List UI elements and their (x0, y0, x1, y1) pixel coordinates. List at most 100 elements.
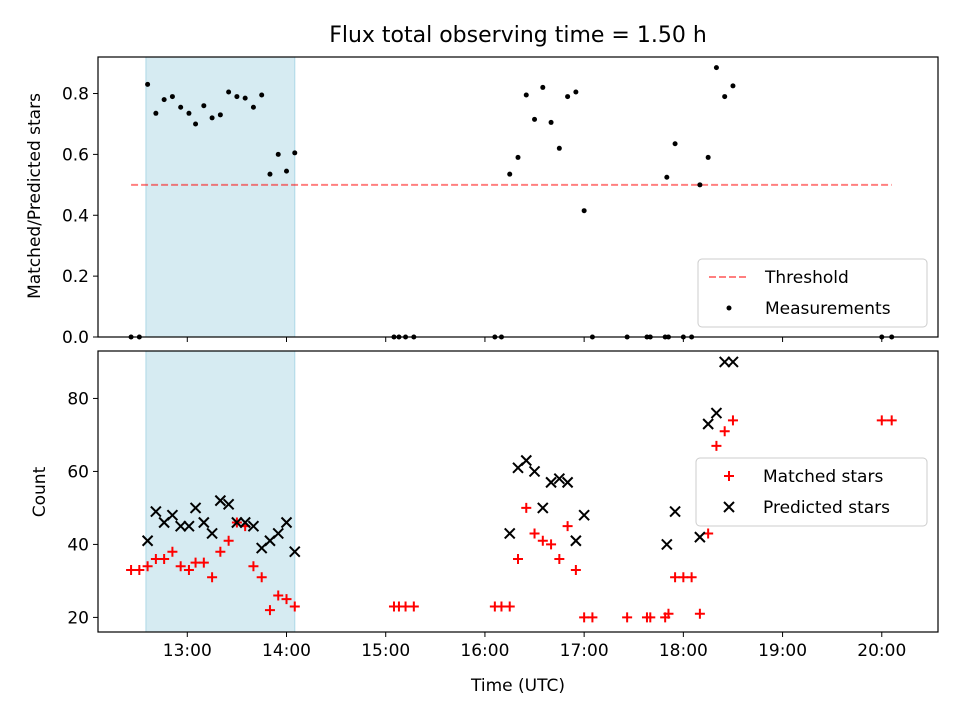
data-point (697, 182, 703, 188)
x-tick-label: 15:00 (361, 641, 410, 661)
legend-predicted-label: Predicted stars (763, 498, 890, 518)
data-point (134, 564, 145, 575)
y-tick-label: 40 (67, 535, 89, 555)
data-point (198, 557, 209, 568)
data-point (886, 415, 897, 426)
data-point (694, 531, 706, 543)
data-point (669, 505, 681, 518)
y-tick-label: 0.0 (62, 328, 89, 348)
y-tick-label: 0.4 (62, 206, 89, 226)
data-point (223, 535, 234, 546)
data-point (705, 154, 711, 160)
data-point (523, 92, 529, 98)
y-tick-label: 0.2 (62, 267, 89, 287)
data-point (250, 104, 256, 110)
data-point (562, 521, 573, 532)
data-point (247, 520, 260, 532)
data-point (275, 151, 281, 157)
data-point (226, 89, 232, 95)
data-point (573, 89, 579, 95)
data-point (281, 594, 292, 605)
data-point (504, 527, 516, 540)
data-point (189, 502, 202, 514)
data-point (242, 95, 248, 101)
data-point (183, 564, 194, 575)
axes-frame (97, 56, 939, 338)
bottom-y-axis-label: Count (30, 466, 50, 517)
data-point (186, 110, 192, 116)
data-point (645, 612, 656, 623)
data-point (239, 516, 251, 529)
data-point (193, 121, 199, 127)
legend-matched-label: Matched stars (763, 467, 883, 487)
x-axis-label: Time (UTC) (470, 676, 565, 696)
x-tick-label: 18:00 (659, 641, 708, 661)
data-point (206, 527, 218, 540)
data-point (214, 494, 227, 507)
legend-measurements-swatch (726, 305, 732, 311)
x-tick-label: 17:00 (560, 641, 609, 661)
data-point (581, 208, 587, 214)
data-point (537, 535, 548, 546)
bottom-legend: Matched stars Predicted stars (695, 457, 928, 527)
top-y-axis-label: Matched/Predicted stars (25, 93, 45, 299)
data-point (556, 145, 562, 151)
data-point (540, 84, 546, 90)
data-point (273, 590, 284, 601)
chart-title: Flux total observing time = 1.50 h (329, 23, 707, 48)
data-point (727, 415, 738, 426)
x-tick-label: 16:00 (460, 641, 509, 661)
series-matched-stars (126, 415, 897, 623)
data-point (169, 94, 175, 100)
data-point (234, 94, 240, 100)
data-point (248, 561, 259, 572)
y-tick-label: 0.6 (62, 145, 89, 165)
data-point (711, 440, 722, 451)
data-point (222, 498, 235, 510)
data-point (672, 141, 678, 147)
data-point (280, 516, 293, 529)
data-point (504, 601, 515, 612)
data-point (554, 554, 565, 565)
data-point (546, 539, 557, 550)
data-point (587, 612, 598, 623)
data-point (167, 546, 178, 557)
data-point (561, 476, 574, 489)
y-tick-label: 60 (67, 462, 89, 482)
x-tick-label: 13:00 (163, 641, 212, 661)
data-point (876, 415, 887, 426)
data-point (570, 535, 582, 547)
data-point (565, 94, 571, 100)
data-point (622, 612, 633, 623)
y-tick-label: 0.8 (62, 85, 89, 105)
top-panel: 0.0 0.2 0.4 0.6 0.8 (62, 56, 939, 348)
data-point (553, 473, 566, 485)
data-point (215, 546, 226, 557)
data-point (570, 564, 581, 575)
data-point (217, 112, 223, 118)
data-point (161, 97, 167, 103)
y-tick-label: 80 (67, 389, 89, 409)
x-tick-label: 14:00 (262, 641, 311, 661)
data-point (166, 509, 179, 521)
data-point (664, 174, 670, 180)
data-point (521, 502, 532, 513)
data-point (532, 116, 538, 122)
legend-matched-swatch (724, 471, 734, 481)
data-point (507, 171, 513, 177)
legend-threshold-label: Threshold (764, 268, 849, 288)
data-point (178, 104, 184, 110)
data-point (141, 535, 154, 547)
data-point (150, 505, 162, 518)
highlight-span (145, 351, 295, 632)
data-point (548, 119, 554, 125)
data-point (142, 561, 153, 572)
data-point (727, 356, 739, 368)
data-point (537, 502, 549, 514)
data-point (515, 154, 521, 160)
data-point (513, 554, 523, 565)
data-point (259, 92, 265, 98)
data-point (713, 65, 719, 71)
data-point (292, 150, 298, 156)
data-point (520, 454, 532, 467)
